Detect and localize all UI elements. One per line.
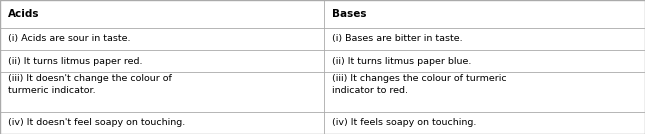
Text: (iii) It changes the colour of turmeric
indicator to red.: (iii) It changes the colour of turmeric … <box>332 75 507 95</box>
Text: (i) Bases are bitter in taste.: (i) Bases are bitter in taste. <box>332 34 463 43</box>
Text: (ii) It turns litmus paper red.: (ii) It turns litmus paper red. <box>8 57 143 66</box>
Text: (ii) It turns litmus paper blue.: (ii) It turns litmus paper blue. <box>332 57 471 66</box>
Text: (iii) It doesn't change the colour of
turmeric indicator.: (iii) It doesn't change the colour of tu… <box>8 75 172 95</box>
Text: Acids: Acids <box>8 9 39 19</box>
Text: (iv) It feels soapy on touching.: (iv) It feels soapy on touching. <box>332 118 477 127</box>
Text: (i) Acids are sour in taste.: (i) Acids are sour in taste. <box>8 34 130 43</box>
Text: (iv) It doesn't feel soapy on touching.: (iv) It doesn't feel soapy on touching. <box>8 118 185 127</box>
Text: Bases: Bases <box>332 9 366 19</box>
